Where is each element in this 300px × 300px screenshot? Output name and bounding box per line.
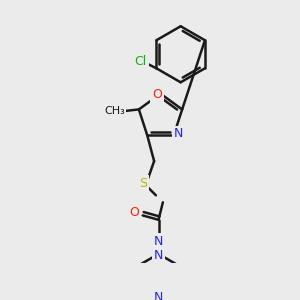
Text: O: O <box>129 206 139 219</box>
Text: N: N <box>174 128 183 140</box>
Text: N: N <box>154 235 163 248</box>
Text: CH₃: CH₃ <box>104 106 125 116</box>
Text: O: O <box>152 88 162 101</box>
Text: S: S <box>140 176 148 190</box>
Text: Cl: Cl <box>134 55 147 68</box>
Text: N: N <box>154 291 163 300</box>
Text: N: N <box>154 249 163 262</box>
